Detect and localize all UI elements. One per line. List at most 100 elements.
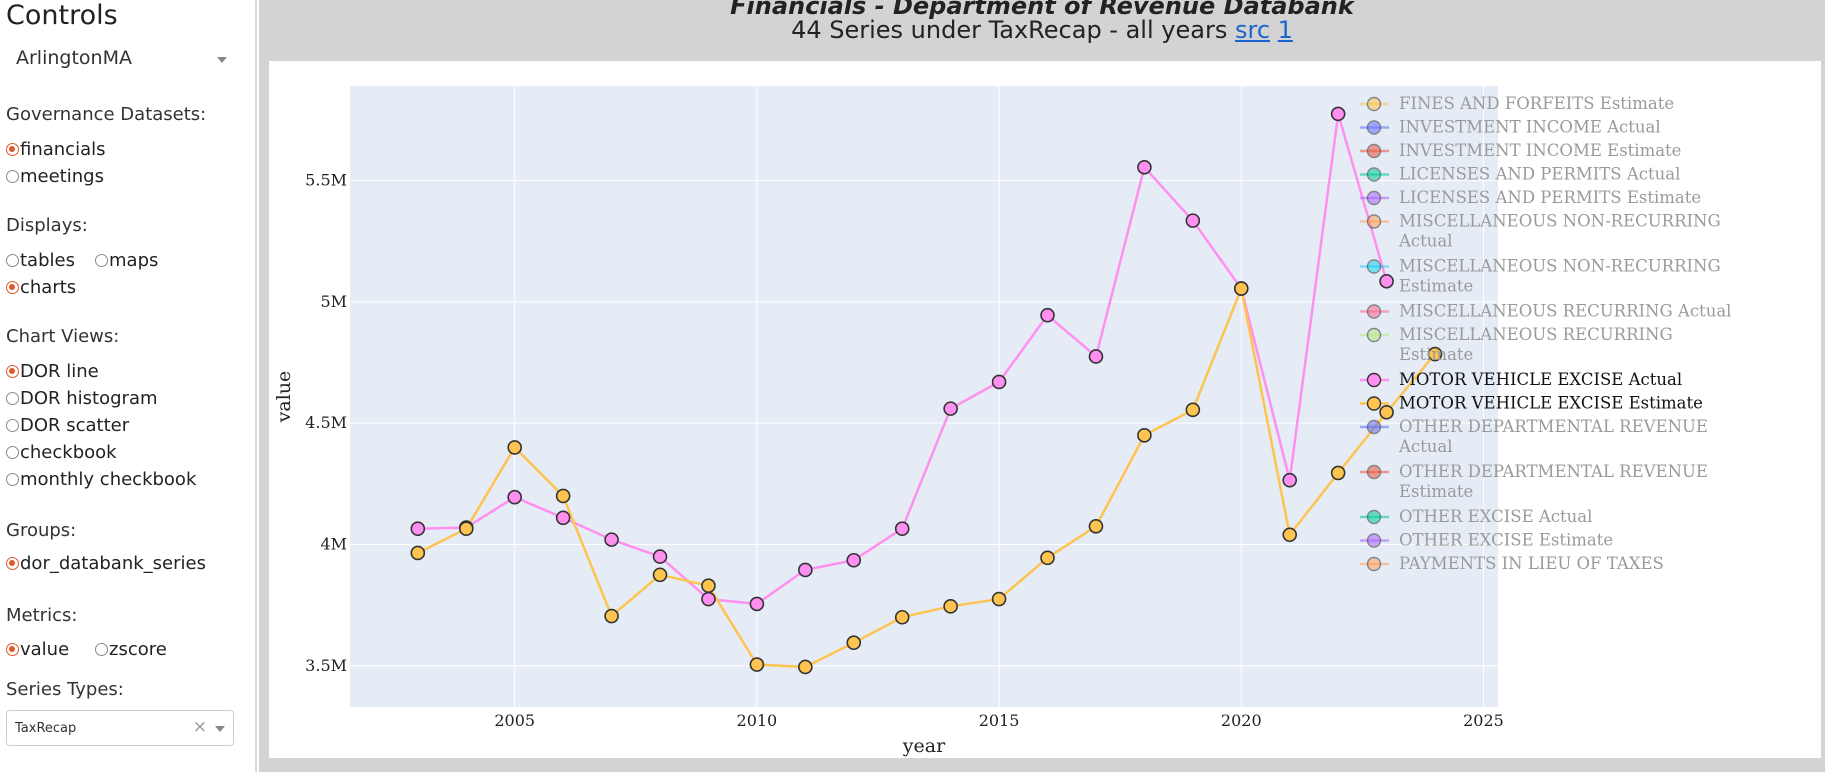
data-point xyxy=(943,599,958,614)
legend-entry[interactable]: LICENSES AND PERMITS Estimate xyxy=(1399,188,1701,207)
page-title: Financials - Department of Revenue Datab… xyxy=(730,0,1354,20)
legend-entry[interactable]: MISCELLANEOUS NON-RECURRING Estimate xyxy=(1399,257,1721,296)
series-type-value: TaxRecap xyxy=(15,721,77,736)
radio-label: dor_databank_series xyxy=(20,552,206,574)
x-tick-label: 2010 xyxy=(737,711,778,730)
data-point xyxy=(798,562,813,578)
legend-entry[interactable]: MOTOR VEHICLE EXCISE Estimate xyxy=(1399,394,1703,413)
legend-entry[interactable]: FINES AND FORFEITS Estimate xyxy=(1399,94,1674,113)
radio-label: checkbook xyxy=(20,441,117,463)
legend-entry[interactable]: MISCELLANEOUS NON-RECURRING Actual xyxy=(1398,212,1721,251)
chart-container: 2005 2010 2015 2020 2025 3.5M 4M 4.5M 5M 5.5M year… xyxy=(269,61,1821,758)
radio-checkbook[interactable]: checkbook xyxy=(6,441,117,463)
legend-marker-swatch xyxy=(1366,556,1382,572)
legend-entry[interactable]: MISCELLANEOUS RECURRING Actual xyxy=(1399,302,1731,321)
radio-icon xyxy=(6,391,19,405)
y-tick-label: 5.5M xyxy=(305,171,347,190)
y-tick-label: 4.5M xyxy=(305,413,347,432)
data-point xyxy=(991,374,1007,390)
y-tick-label: 5M xyxy=(320,292,347,311)
legend-entry[interactable]: MISCELLANEOUS RECURRING Estimate xyxy=(1399,325,1673,364)
radio-maps[interactable]: maps xyxy=(95,249,158,271)
data-point xyxy=(1330,465,1346,481)
legend-marker-swatch xyxy=(1366,167,1382,182)
radio-icon xyxy=(95,642,108,656)
data-point xyxy=(652,567,668,583)
radio-selected-icon xyxy=(6,364,19,378)
radio-meetings[interactable]: meetings xyxy=(6,165,104,187)
legend-entry[interactable]: PAYMENTS IN LIEU OF TAXES xyxy=(1399,554,1664,573)
data-point xyxy=(410,521,426,537)
y-tick-label: 3.5M xyxy=(305,656,347,675)
radio-financials[interactable]: financials xyxy=(6,138,106,160)
radio-monthly-checkbook[interactable]: monthly checkbook xyxy=(6,468,196,490)
legend-entry[interactable]: OTHER EXCISE Actual xyxy=(1399,507,1592,526)
radio-tables[interactable]: tables xyxy=(6,249,75,271)
series-types-label: Series Types: xyxy=(6,679,124,700)
legend-marker-swatch xyxy=(1366,259,1382,274)
radio-dor-line[interactable]: DOR line xyxy=(6,360,99,382)
radio-selected-icon xyxy=(6,280,19,294)
sidebar-title: Controls xyxy=(6,0,118,31)
radio-label: DOR histogram xyxy=(20,387,158,409)
radio-label: value xyxy=(20,638,70,660)
radio-label: maps xyxy=(109,249,159,271)
data-point xyxy=(1379,404,1394,420)
data-point xyxy=(1137,159,1152,175)
data-point xyxy=(749,657,765,672)
radio-dor-scatter[interactable]: DOR scatter xyxy=(6,414,129,436)
legend-entry[interactable]: MOTOR VEHICLE EXCISE Actual xyxy=(1399,370,1682,389)
radio-zscore[interactable]: zscore xyxy=(95,638,167,660)
data-point xyxy=(1233,281,1249,296)
controls-sidebar: Controls ArlingtonMA Governance Datasets… xyxy=(0,0,257,772)
groups-label: Groups: xyxy=(6,520,77,541)
series-types-select[interactable]: TaxRecap × xyxy=(6,710,234,746)
data-point xyxy=(652,549,668,564)
radio-icon xyxy=(6,253,19,267)
data-point xyxy=(991,591,1007,607)
chart-views-label: Chart Views: xyxy=(6,326,120,347)
legend-entry[interactable]: OTHER DEPARTMENTAL REVENUE Estimate xyxy=(1399,462,1708,501)
legend-entry[interactable]: OTHER DEPARTMENTAL REVENUE Actual xyxy=(1398,417,1708,456)
data-point xyxy=(1282,472,1298,488)
data-point xyxy=(1427,346,1443,362)
radio-selected-icon xyxy=(6,142,19,156)
data-point xyxy=(701,591,716,607)
page-subtitle: 44 Series under TaxRecap - all years src… xyxy=(259,16,1825,44)
radio-value[interactable]: value xyxy=(6,638,69,660)
radio-icon xyxy=(6,472,19,486)
page-link-1[interactable]: 1 xyxy=(1277,16,1293,44)
chevron-down-icon xyxy=(217,57,227,63)
legend-entry[interactable]: INVESTMENT INCOME Estimate xyxy=(1399,141,1681,160)
radio-icon xyxy=(6,445,19,459)
x-tick-label: 2020 xyxy=(1221,711,1262,730)
radio-label: tables xyxy=(20,249,75,271)
data-point xyxy=(1137,428,1152,443)
legend-marker-swatch xyxy=(1366,464,1382,480)
radio-dor-histogram[interactable]: DOR histogram xyxy=(6,387,158,409)
data-point xyxy=(1088,349,1104,364)
data-point xyxy=(507,440,522,455)
data-point xyxy=(604,608,619,624)
legend-entry[interactable]: OTHER EXCISE Estimate xyxy=(1399,531,1613,550)
clear-icon[interactable]: × xyxy=(192,717,207,737)
displays-label: Displays: xyxy=(6,215,88,236)
legend-entry[interactable]: INVESTMENT INCOME Actual xyxy=(1399,118,1661,137)
x-tick-label: 2005 xyxy=(494,711,535,730)
data-point xyxy=(894,609,910,625)
town-dropdown[interactable]: ArlingtonMA xyxy=(6,44,231,74)
legend-marker-swatch xyxy=(1366,509,1382,525)
radio-label: monthly checkbook xyxy=(20,468,197,490)
radio-dor-databank-series[interactable]: dor_databank_series xyxy=(6,552,206,574)
radio-icon xyxy=(95,253,108,267)
metrics-label: Metrics: xyxy=(6,605,78,626)
src-link[interactable]: src xyxy=(1234,16,1271,44)
chevron-down-icon[interactable] xyxy=(215,726,225,732)
radio-charts[interactable]: charts xyxy=(6,276,76,298)
legend-marker-swatch xyxy=(1366,533,1382,548)
legend-marker-swatch xyxy=(1366,190,1382,206)
line-chart[interactable]: 2005 2010 2015 2020 2025 3.5M 4M 4.5M 5M 5.5M year… xyxy=(269,61,1821,758)
legend-marker-swatch xyxy=(1366,372,1382,388)
legend-entry[interactable]: LICENSES AND PERMITS Actual xyxy=(1399,165,1680,184)
